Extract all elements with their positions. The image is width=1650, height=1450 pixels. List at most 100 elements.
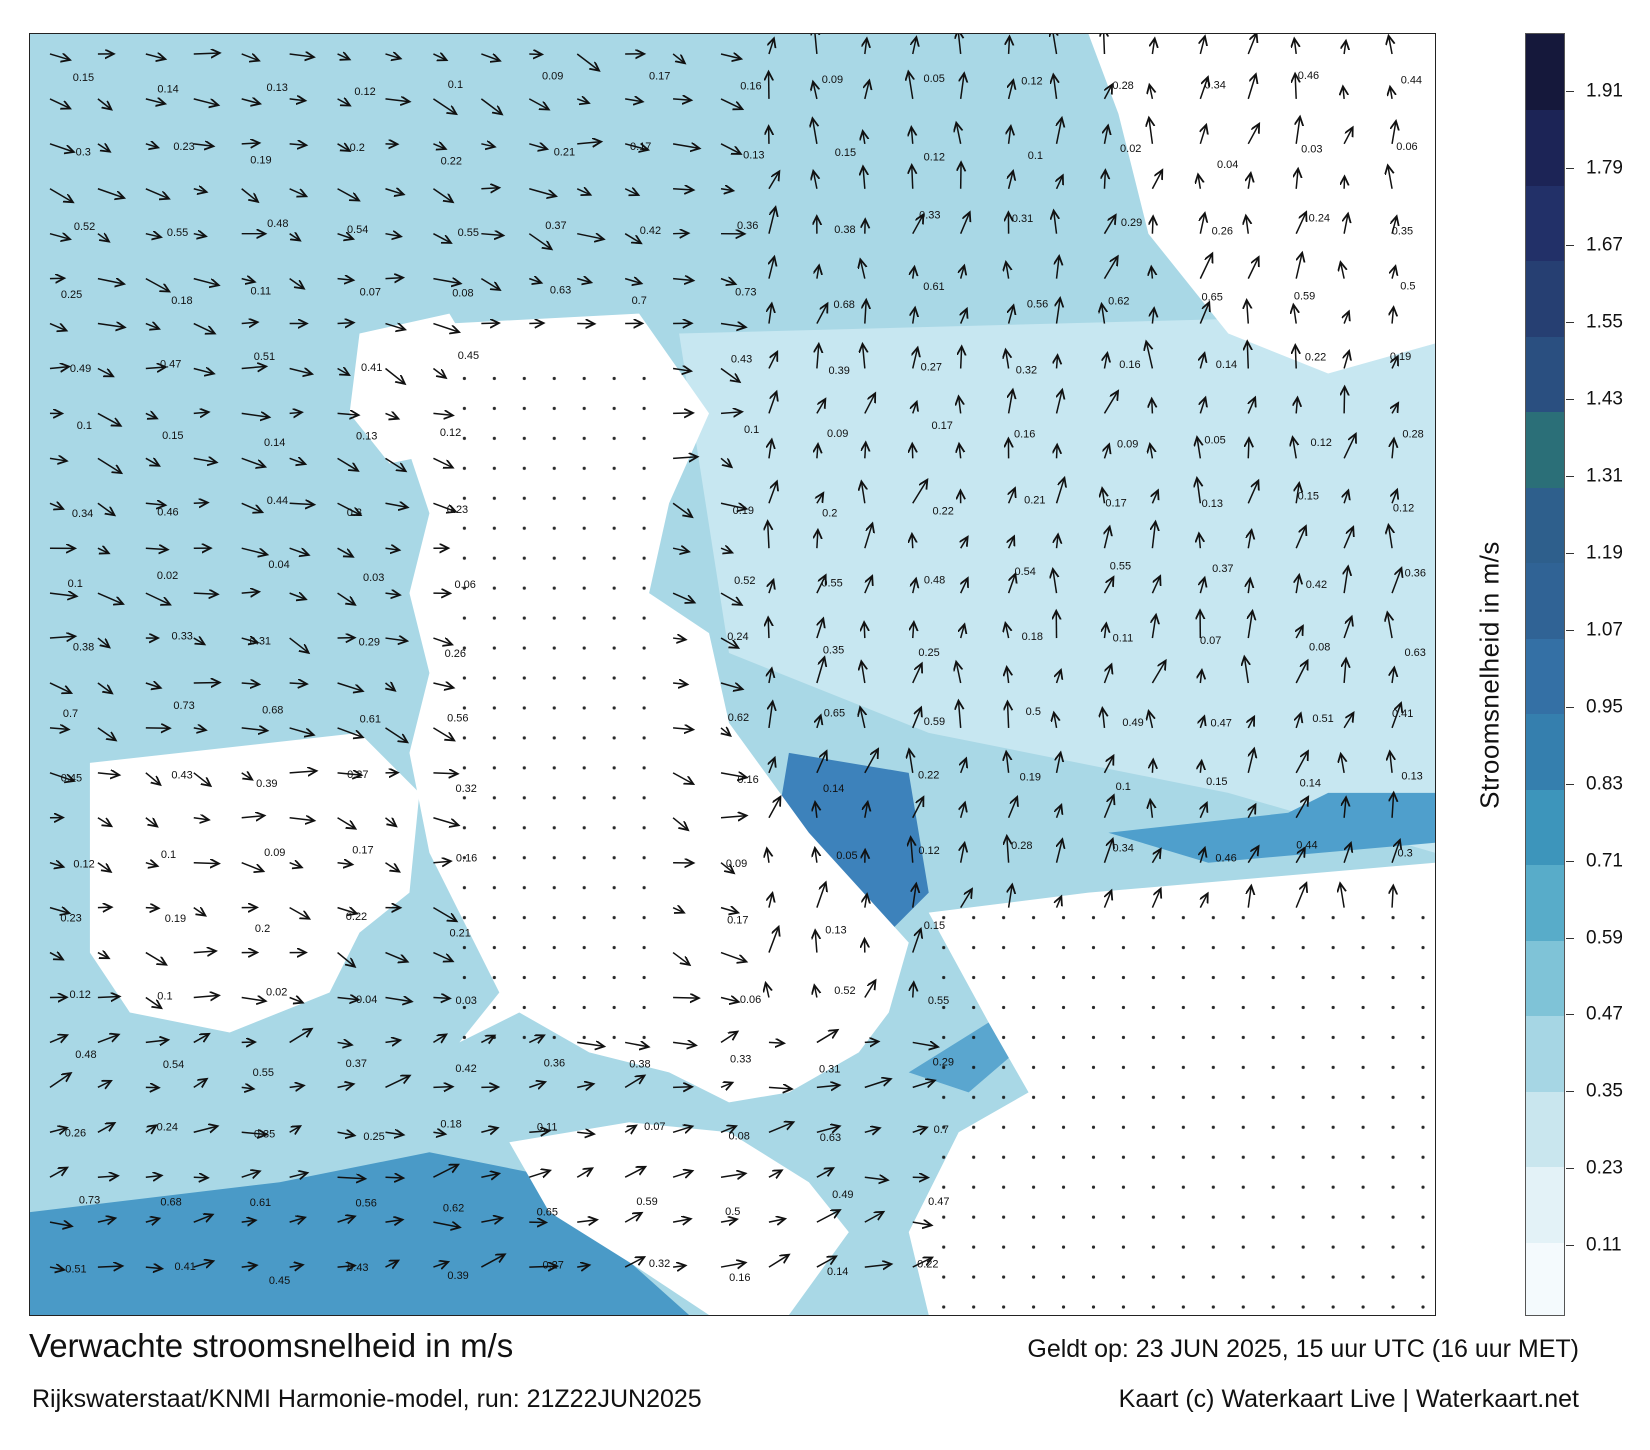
current-arrow bbox=[1152, 216, 1153, 234]
current-arrow bbox=[816, 575, 826, 594]
current-arrow bbox=[672, 592, 694, 602]
north-coast-current bbox=[1108, 792, 1435, 863]
current-arrow bbox=[961, 266, 965, 279]
current-arrow bbox=[1057, 805, 1062, 819]
speed-label: 0.21 bbox=[449, 928, 470, 940]
colorbar-tick-label: 1.91 bbox=[1586, 80, 1623, 102]
speed-label: 0.28 bbox=[1112, 80, 1133, 92]
colorbar-band bbox=[1526, 411, 1564, 488]
current-arrow bbox=[768, 797, 780, 819]
current-arrow bbox=[337, 773, 362, 775]
current-arrow bbox=[1103, 577, 1113, 594]
current-arrow bbox=[337, 682, 363, 691]
current-arrow bbox=[289, 771, 317, 773]
speed-label: 0.48 bbox=[924, 574, 945, 586]
current-arrow bbox=[720, 1032, 737, 1044]
speed-label: 0.05 bbox=[924, 73, 945, 85]
current-arrow bbox=[720, 773, 747, 778]
current-arrow bbox=[1247, 846, 1258, 864]
speed-label: 0.61 bbox=[923, 281, 944, 293]
colorbar-tick-label: 1.07 bbox=[1586, 619, 1623, 641]
speed-label: 0.65 bbox=[1202, 292, 1223, 304]
current-arrow bbox=[193, 458, 217, 462]
current-arrow bbox=[1248, 173, 1250, 189]
current-arrow bbox=[193, 322, 215, 334]
current-arrow bbox=[433, 322, 459, 333]
land-north bbox=[1088, 34, 1435, 374]
current-arrow bbox=[385, 503, 407, 507]
current-arrow bbox=[1102, 708, 1104, 728]
colorbar-band bbox=[1526, 1015, 1564, 1092]
current-arrow bbox=[337, 1084, 354, 1087]
current-arrow bbox=[672, 817, 688, 830]
current-arrow bbox=[1248, 717, 1254, 729]
current-arrow bbox=[1152, 490, 1158, 504]
current-arrow bbox=[908, 71, 912, 100]
current-arrow bbox=[672, 548, 689, 551]
current-arrow bbox=[766, 983, 769, 998]
current-arrow bbox=[433, 997, 449, 998]
current-arrow bbox=[720, 457, 732, 467]
current-arrow bbox=[241, 683, 259, 684]
current-arrow bbox=[624, 233, 641, 244]
colorbar-band bbox=[1526, 1241, 1564, 1315]
current-arrow bbox=[1151, 576, 1160, 594]
speed-label: 0.36 bbox=[1405, 567, 1426, 579]
current-arrow bbox=[672, 908, 684, 913]
current-arrow bbox=[860, 707, 865, 729]
current-arrow bbox=[49, 728, 69, 729]
current-arrow bbox=[1008, 701, 1009, 728]
speed-label: 0.12 bbox=[70, 989, 91, 1001]
current-arrow bbox=[337, 547, 353, 557]
current-arrow bbox=[720, 862, 734, 873]
current-arrow bbox=[481, 1036, 494, 1043]
current-arrow bbox=[97, 682, 112, 693]
current-arrow bbox=[864, 1079, 891, 1089]
colorbar-tick-mark bbox=[1566, 1014, 1574, 1016]
current-arrow bbox=[769, 893, 772, 908]
current-arrow bbox=[961, 758, 966, 774]
speed-label: 0.22 bbox=[932, 505, 953, 517]
current-arrow bbox=[1102, 488, 1104, 504]
current-arrow bbox=[528, 98, 548, 110]
current-arrow bbox=[814, 985, 816, 998]
current-arrow bbox=[97, 324, 125, 328]
current-arrow bbox=[193, 908, 206, 916]
current-arrow bbox=[1055, 478, 1065, 504]
current-arrow bbox=[1104, 527, 1109, 549]
colorbar-tick-mark bbox=[1566, 629, 1574, 631]
current-arrow bbox=[49, 636, 75, 638]
current-arrow bbox=[1006, 752, 1008, 773]
current-arrow bbox=[1341, 754, 1344, 773]
current-arrow bbox=[865, 38, 867, 55]
current-arrow bbox=[97, 1176, 118, 1177]
current-arrow bbox=[385, 413, 398, 418]
current-arrow bbox=[815, 802, 817, 818]
speed-label: 0.49 bbox=[832, 1189, 853, 1201]
speed-label: 0.55 bbox=[253, 1067, 274, 1079]
current-arrow bbox=[721, 728, 730, 736]
current-arrow bbox=[1391, 568, 1401, 594]
current-arrow bbox=[241, 728, 268, 731]
speed-label: 0.13 bbox=[1401, 770, 1422, 782]
speed-label: 0.43 bbox=[171, 770, 192, 782]
current-arrow bbox=[912, 534, 913, 549]
speed-label: 0.12 bbox=[440, 427, 461, 439]
speed-label: 0.23 bbox=[447, 504, 468, 516]
speed-label: 0.15 bbox=[73, 72, 94, 84]
speed-label: 0.63 bbox=[820, 1132, 841, 1144]
current-arrow bbox=[577, 1042, 604, 1046]
current-arrow bbox=[145, 951, 166, 965]
current-arrow bbox=[816, 303, 828, 324]
current-arrow bbox=[289, 1126, 301, 1132]
current-arrow bbox=[1152, 399, 1153, 414]
speed-label: 0.62 bbox=[1108, 295, 1129, 307]
current-arrow bbox=[912, 1042, 938, 1046]
speed-label: 0.14 bbox=[827, 1266, 848, 1278]
colorbar-tick-mark bbox=[1566, 90, 1574, 92]
current-arrow bbox=[289, 818, 315, 821]
current-arrow bbox=[961, 346, 962, 369]
current-arrow bbox=[624, 189, 638, 195]
speed-label: 0.34 bbox=[1113, 842, 1134, 854]
current-arrow bbox=[385, 234, 400, 237]
